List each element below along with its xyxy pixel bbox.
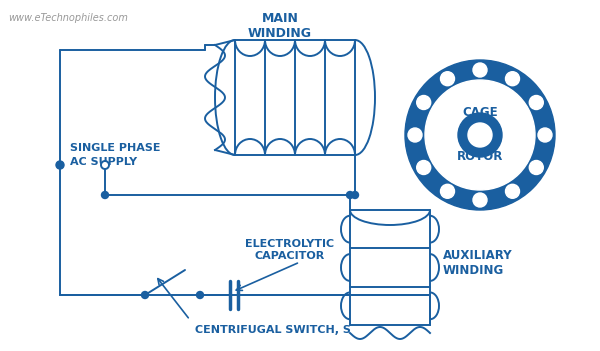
- Circle shape: [440, 72, 455, 86]
- Text: ELECTROLYTIC
CAPACITOR: ELECTROLYTIC CAPACITOR: [245, 239, 335, 261]
- Circle shape: [425, 80, 535, 190]
- Circle shape: [458, 113, 502, 157]
- Circle shape: [440, 184, 455, 198]
- Circle shape: [101, 161, 109, 169]
- Circle shape: [347, 192, 353, 199]
- Text: CENTRIFUGAL SWITCH, S: CENTRIFUGAL SWITCH, S: [195, 325, 351, 335]
- Circle shape: [505, 184, 520, 198]
- Circle shape: [352, 192, 359, 199]
- Circle shape: [417, 95, 431, 110]
- Text: MAIN
WINDING: MAIN WINDING: [248, 12, 312, 40]
- Circle shape: [101, 192, 109, 199]
- Circle shape: [538, 128, 552, 142]
- Circle shape: [473, 63, 487, 77]
- Circle shape: [529, 160, 543, 174]
- Text: AC SUPPLY: AC SUPPLY: [70, 157, 137, 167]
- Text: CAGE: CAGE: [462, 106, 498, 119]
- Text: www.eTechnophiles.com: www.eTechnophiles.com: [8, 13, 128, 23]
- Circle shape: [408, 128, 422, 142]
- Circle shape: [56, 161, 64, 169]
- Text: SINGLE PHASE: SINGLE PHASE: [70, 143, 161, 153]
- Circle shape: [142, 291, 149, 298]
- Text: AUXILIARY
WINDING: AUXILIARY WINDING: [443, 249, 512, 277]
- Circle shape: [405, 60, 555, 210]
- Circle shape: [197, 291, 203, 298]
- Circle shape: [468, 123, 492, 147]
- Circle shape: [505, 72, 520, 86]
- Circle shape: [473, 193, 487, 207]
- Circle shape: [417, 160, 431, 174]
- Text: ROTOR: ROTOR: [457, 151, 503, 164]
- Circle shape: [529, 95, 543, 110]
